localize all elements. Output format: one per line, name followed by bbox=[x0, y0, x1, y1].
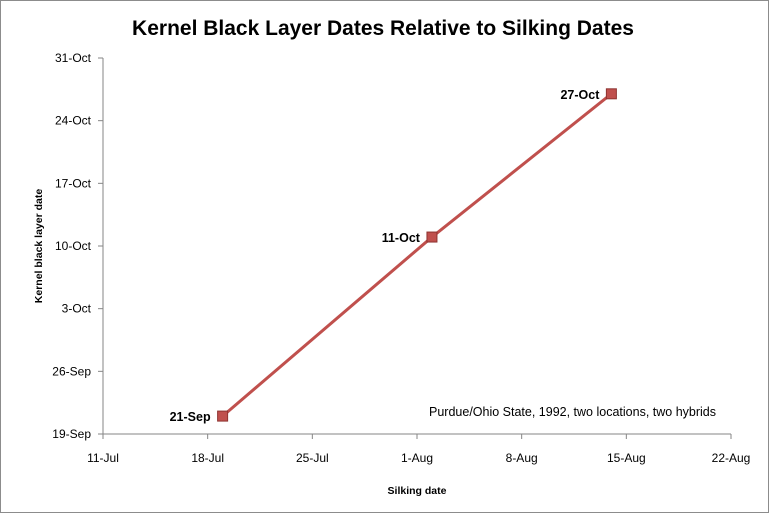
x-axis-label: Silking date bbox=[388, 485, 447, 497]
y-axis-label: Kernel black layer date bbox=[33, 189, 45, 304]
series-line bbox=[221, 92, 613, 418]
x-tick-label: 8-Aug bbox=[506, 451, 538, 465]
data-point-label: 11-Oct bbox=[382, 231, 421, 245]
x-tick-label: 11-Jul bbox=[87, 451, 119, 465]
data-point-marker bbox=[426, 231, 438, 243]
series-line-group bbox=[217, 88, 617, 422]
y-tick-label: 10-Oct bbox=[55, 239, 92, 253]
y-tick-label: 17-Oct bbox=[55, 176, 92, 190]
data-point-label: 27-Oct bbox=[560, 88, 600, 102]
source-annotation: Purdue/Ohio State, 1992, two locations, … bbox=[429, 405, 716, 419]
data-point-label: 21-Sep bbox=[170, 410, 211, 424]
x-tick-label: 18-Jul bbox=[191, 451, 224, 465]
y-tick-label: 24-Oct bbox=[55, 114, 92, 128]
axes: 19-Sep 26-Sep 3-Oct 10-Oct 17-Oct 24-Oct 31-Oc… bbox=[52, 51, 750, 465]
x-tick-label: 15-Aug bbox=[607, 451, 646, 465]
y-tick-label: 26-Sep bbox=[52, 364, 91, 378]
data-labels: 21-Sep 11-Oct 27-Oct bbox=[170, 88, 601, 424]
x-tick-label: 1-Aug bbox=[401, 451, 433, 465]
data-point-marker bbox=[217, 410, 229, 422]
y-tick-label: 3-Oct bbox=[62, 302, 92, 316]
y-tick-label: 31-Oct bbox=[55, 51, 92, 65]
x-tick-label: 22-Aug bbox=[712, 451, 751, 465]
y-tick-label: 19-Sep bbox=[52, 427, 91, 441]
x-tick-label: 25-Jul bbox=[296, 451, 329, 465]
data-point-marker bbox=[605, 88, 617, 100]
chart-title: Kernel Black Layer Dates Relative to Sil… bbox=[132, 17, 634, 40]
